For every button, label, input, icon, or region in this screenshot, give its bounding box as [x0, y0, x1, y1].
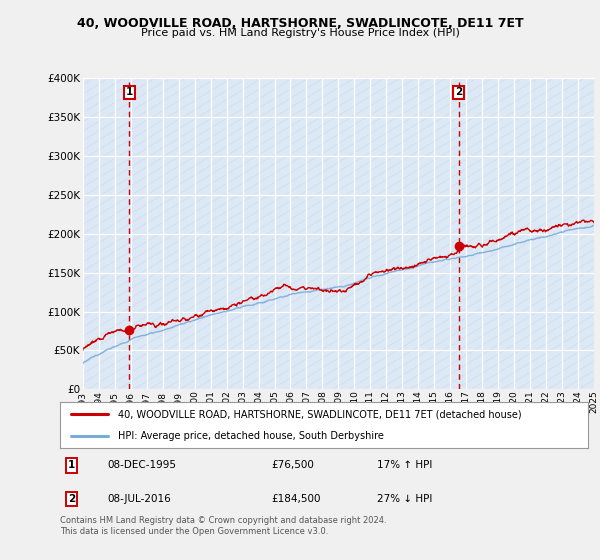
Text: 40, WOODVILLE ROAD, HARTSHORNE, SWADLINCOTE, DE11 7ET (detached house): 40, WOODVILLE ROAD, HARTSHORNE, SWADLINC… [118, 409, 522, 419]
Text: 40, WOODVILLE ROAD, HARTSHORNE, SWADLINCOTE, DE11 7ET: 40, WOODVILLE ROAD, HARTSHORNE, SWADLINC… [77, 17, 523, 30]
Text: 08-JUL-2016: 08-JUL-2016 [107, 494, 171, 504]
Text: £184,500: £184,500 [271, 494, 321, 504]
Text: 2: 2 [68, 494, 75, 504]
Text: HPI: Average price, detached house, South Derbyshire: HPI: Average price, detached house, Sout… [118, 431, 384, 441]
Text: £76,500: £76,500 [271, 460, 314, 470]
Text: Contains HM Land Registry data © Crown copyright and database right 2024.
This d: Contains HM Land Registry data © Crown c… [60, 516, 386, 536]
Text: 08-DEC-1995: 08-DEC-1995 [107, 460, 176, 470]
Text: Price paid vs. HM Land Registry's House Price Index (HPI): Price paid vs. HM Land Registry's House … [140, 28, 460, 38]
Text: 1: 1 [126, 87, 133, 97]
Text: 2: 2 [455, 87, 462, 97]
Text: 27% ↓ HPI: 27% ↓ HPI [377, 494, 432, 504]
Text: 17% ↑ HPI: 17% ↑ HPI [377, 460, 432, 470]
Text: 1: 1 [68, 460, 75, 470]
